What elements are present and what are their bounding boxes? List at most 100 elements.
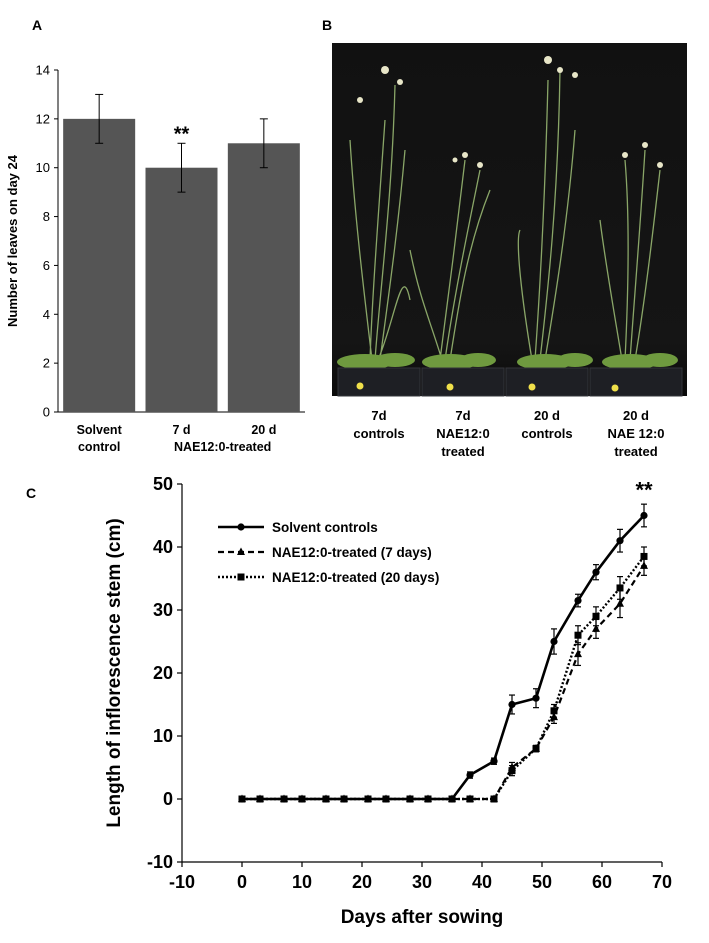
photo-label: controls [521,426,572,441]
photo-label: 20 d [534,408,560,423]
line-chart-y-axis-title: Length of inflorescence stem (cm) [104,518,125,827]
photo-background [332,43,687,396]
panel-letter-a: A [32,17,42,33]
series-point [490,795,498,803]
series-point [574,596,582,605]
series-point [340,795,348,803]
series-point [424,795,432,803]
line-chart-x-tick-label: -10 [169,872,195,892]
line-chart-x-tick-label: 10 [292,872,312,892]
line-chart-y-tick-label: 10 [153,726,173,746]
series-point [448,795,456,803]
series-point [322,795,330,803]
series-point [640,511,648,520]
photo-labels: 7d controls 7d NAE12:0 treated 20 d controls 20… [353,408,664,459]
series-point [640,552,648,560]
line-chart-x-tick-label: 40 [472,872,492,892]
series-point [532,745,540,753]
series-point [490,757,498,765]
line-chart-y-tick-label: -10 [147,852,173,872]
series-point [466,795,474,803]
photo-label: NAE 12:0 [607,426,664,441]
series-point [616,537,624,545]
bar-chart-y-tick-label: 8 [43,209,50,224]
line-chart-y-tick-label: 50 [153,474,173,494]
series-point [508,767,516,775]
bar-chart-y-tick-label: 10 [36,160,50,175]
bar-chart-category-labels: Solvent control 7 d 20 d [77,423,277,454]
series-point [550,637,558,646]
plant-photo-panel-b: 7d controls 7d NAE12:0 treated 20 d controls 20… [332,43,687,459]
panel-letter-b: B [322,17,332,33]
series-point [382,795,390,803]
plant-pots [337,367,683,397]
line-chart-legend: Solvent controls NAE12:0-treated (7 days)… [218,520,439,585]
series-point [466,771,474,779]
series-line [242,555,645,801]
series-point [508,700,516,709]
series-point [592,568,600,576]
rosette-leaves [337,353,678,370]
bar-chart-y-tick-label: 6 [43,258,50,273]
series-point [364,795,372,803]
photo-label: 7d [455,408,470,423]
line-chart-panel-c: Length of inflorescence stem (cm) Days a… [104,474,672,928]
bar-chart-bars [63,118,300,413]
line-series [238,555,648,802]
line-chart-x-tick-label: 20 [352,872,372,892]
line-series [238,546,648,803]
plant-stems [349,69,661,361]
line-chart-x-tick-label: 70 [652,872,672,892]
bar [63,118,136,412]
line-chart-significance-marker: ** [635,477,653,502]
line-chart-x-tick-label: 60 [592,872,612,892]
series-point [280,795,288,803]
bar-chart-y-axis-title: Number of leaves on day 24 [5,154,20,327]
legend-marker [237,547,245,555]
line-chart-y-tick-label: 40 [153,537,173,557]
series-point [574,631,582,639]
line-chart-x-ticks: -10 0 10 20 30 40 50 60 70 [169,862,672,892]
photo-label: treated [441,444,484,459]
legend-marker [237,523,245,531]
series-point [298,795,306,803]
photo-label: 7d [371,408,386,423]
bar-chart-y-tick-label: 0 [43,405,50,420]
series-point [406,795,414,803]
series-point [574,649,582,658]
series-point [256,795,264,803]
legend-marker [237,573,245,581]
line-chart-series [238,503,648,803]
photo-label: controls [353,426,404,441]
photo-label: NAE12:0 [436,426,489,441]
series-point [616,584,624,592]
bar-chart-y-tick-label: 14 [36,63,50,78]
legend-label: NAE12:0-treated (7 days) [272,545,432,560]
series-point [592,612,600,620]
bar-chart-y-tick-label: 2 [43,356,50,371]
panel-letter-c: C [26,485,36,501]
series-point [592,624,600,632]
photo-label: treated [614,444,657,459]
bar-chart-category-label: Solvent [77,423,123,437]
legend-label: NAE12:0-treated (20 days) [272,570,439,585]
bar-chart-y-tick-label: 12 [36,111,50,126]
series-point [238,795,246,803]
bar-chart-group-label: NAE12:0-treated [174,440,271,454]
bar [145,167,218,412]
line-chart-y-tick-label: 30 [153,600,173,620]
bar-chart-category-label: control [78,440,120,454]
legend-label: Solvent controls [272,520,378,535]
line-chart-y-tick-label: 20 [153,663,173,683]
line-chart-x-tick-label: 50 [532,872,552,892]
series-point [550,707,558,715]
pot-tags [356,382,619,392]
bar-chart-error-bars [95,93,268,193]
series-line [242,565,645,801]
bar-chart-y-ticks: 0 2 4 6 8 10 12 14 [36,63,58,420]
bar-chart-significance-marker: ** [174,123,190,145]
series-point [616,599,624,607]
line-chart-x-tick-label: 30 [412,872,432,892]
bar-chart-category-label: 7 d [172,423,190,437]
